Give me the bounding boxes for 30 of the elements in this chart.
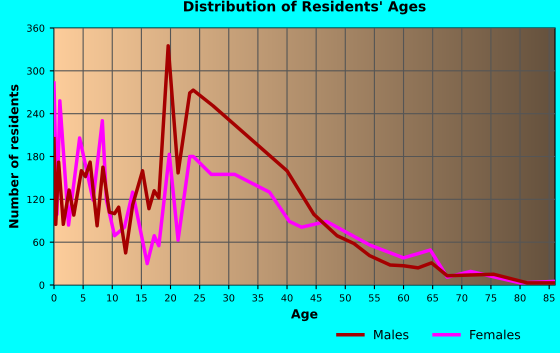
x-tick-label: 40 bbox=[281, 294, 293, 302]
y-tick-label: 60 bbox=[33, 238, 44, 246]
x-tick-label: 15 bbox=[136, 294, 147, 302]
x-tick-label: 20 bbox=[165, 294, 176, 302]
chart-title: Distribution of Residents' Ages bbox=[184, 0, 426, 14]
y-tick-label: 0 bbox=[39, 281, 44, 289]
x-tick-label: 5 bbox=[80, 294, 86, 302]
y-tick-label: 240 bbox=[27, 110, 44, 118]
x-tick-label: 80 bbox=[514, 294, 526, 302]
y-tick-label: 180 bbox=[27, 152, 44, 160]
y-tick-label: 360 bbox=[27, 24, 44, 32]
legend-label: Males bbox=[374, 330, 408, 340]
x-tick-label: 30 bbox=[223, 294, 234, 302]
x-tick-label: 25 bbox=[194, 294, 205, 302]
x-tick-label: 60 bbox=[398, 294, 410, 302]
x-axis-title: Age bbox=[291, 309, 318, 322]
x-tick-label: 70 bbox=[456, 294, 468, 302]
x-tick-label: 75 bbox=[486, 294, 496, 302]
x-tick-label: 65 bbox=[427, 294, 438, 302]
y-tick-label: 300 bbox=[27, 67, 44, 75]
x-tick-label: 10 bbox=[107, 294, 118, 302]
y-tick-label: 120 bbox=[27, 196, 44, 204]
x-tick-label: 55 bbox=[368, 294, 380, 302]
y-axis-title: Number of residents bbox=[8, 84, 18, 228]
x-tick-label: 50 bbox=[340, 294, 351, 302]
x-tick-label: 35 bbox=[252, 294, 264, 302]
x-tick-label: 45 bbox=[310, 294, 322, 302]
x-tick-label: 85 bbox=[544, 294, 555, 302]
legend-label: Females bbox=[470, 330, 520, 340]
x-tick-label: 0 bbox=[52, 294, 56, 302]
